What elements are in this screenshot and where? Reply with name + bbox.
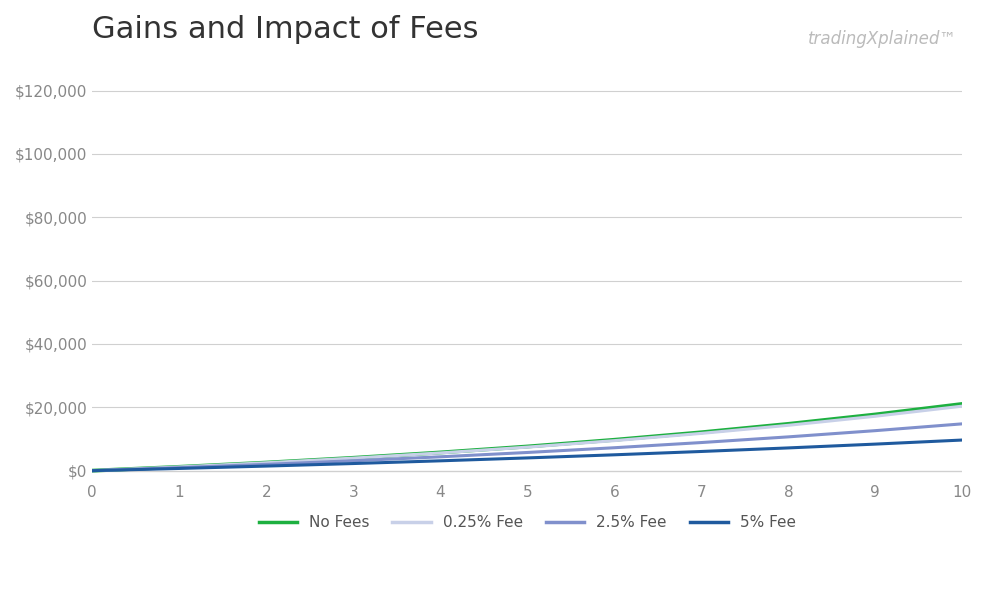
2.5% Fee xyxy=(955,420,967,428)
5% Fee xyxy=(869,441,880,448)
5% Fee xyxy=(260,463,272,470)
No Fees xyxy=(434,449,446,456)
No Fees xyxy=(782,420,794,428)
5% Fee xyxy=(347,460,359,467)
5% Fee xyxy=(521,454,532,461)
Line: 2.5% Fee: 2.5% Fee xyxy=(92,424,961,471)
0.25% Fee xyxy=(260,459,272,466)
2.5% Fee xyxy=(607,444,619,451)
2.5% Fee xyxy=(260,461,272,468)
No Fees xyxy=(955,400,967,407)
Line: No Fees: No Fees xyxy=(92,404,961,471)
5% Fee xyxy=(695,448,707,455)
2.5% Fee xyxy=(174,464,185,471)
2.5% Fee xyxy=(869,427,880,434)
2.5% Fee xyxy=(347,457,359,464)
No Fees xyxy=(695,429,707,436)
No Fees xyxy=(607,436,619,444)
0.25% Fee xyxy=(607,437,619,444)
Line: 5% Fee: 5% Fee xyxy=(92,440,961,471)
0.25% Fee xyxy=(869,413,880,420)
2.5% Fee xyxy=(434,453,446,460)
0.25% Fee xyxy=(347,455,359,462)
No Fees xyxy=(174,463,185,470)
Text: Gains and Impact of Fees: Gains and Impact of Fees xyxy=(92,15,478,44)
0.25% Fee xyxy=(695,430,707,437)
5% Fee xyxy=(607,451,619,458)
2.5% Fee xyxy=(695,439,707,446)
No Fees xyxy=(347,454,359,461)
5% Fee xyxy=(955,436,967,444)
No Fees xyxy=(86,467,98,474)
0.25% Fee xyxy=(521,444,532,451)
5% Fee xyxy=(782,444,794,451)
Text: tradingXplained™: tradingXplained™ xyxy=(808,30,956,47)
2.5% Fee xyxy=(86,467,98,474)
0.25% Fee xyxy=(955,403,967,410)
0.25% Fee xyxy=(174,463,185,470)
Legend: No Fees, 0.25% Fee, 2.5% Fee, 5% Fee: No Fees, 0.25% Fee, 2.5% Fee, 5% Fee xyxy=(252,509,802,536)
5% Fee xyxy=(174,465,185,472)
5% Fee xyxy=(86,467,98,474)
Line: 0.25% Fee: 0.25% Fee xyxy=(92,406,961,471)
No Fees xyxy=(869,411,880,418)
2.5% Fee xyxy=(782,433,794,441)
2.5% Fee xyxy=(521,449,532,456)
0.25% Fee xyxy=(434,449,446,457)
No Fees xyxy=(521,443,532,450)
0.25% Fee xyxy=(782,422,794,429)
No Fees xyxy=(260,459,272,466)
5% Fee xyxy=(434,457,446,464)
0.25% Fee xyxy=(86,467,98,474)
